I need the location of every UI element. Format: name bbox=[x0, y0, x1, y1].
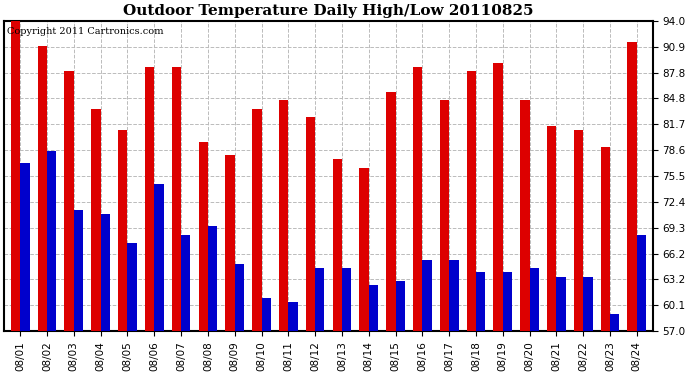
Bar bbox=[172, 67, 181, 331]
Bar bbox=[155, 184, 164, 331]
Bar bbox=[47, 151, 57, 331]
Bar bbox=[529, 268, 539, 331]
Bar bbox=[128, 243, 137, 331]
Bar bbox=[583, 277, 593, 331]
Bar bbox=[181, 235, 190, 331]
Bar bbox=[315, 268, 324, 331]
Bar bbox=[574, 130, 583, 331]
Bar bbox=[145, 67, 155, 331]
Text: Copyright 2011 Cartronics.com: Copyright 2011 Cartronics.com bbox=[8, 27, 164, 36]
Bar bbox=[422, 260, 432, 331]
Bar bbox=[118, 130, 128, 331]
Bar bbox=[476, 273, 485, 331]
Bar bbox=[226, 155, 235, 331]
Bar bbox=[556, 277, 566, 331]
Bar bbox=[64, 71, 74, 331]
Bar bbox=[503, 273, 512, 331]
Bar bbox=[262, 298, 271, 331]
Bar bbox=[279, 100, 288, 331]
Bar bbox=[413, 67, 422, 331]
Bar bbox=[600, 147, 610, 331]
Bar bbox=[637, 235, 646, 331]
Bar bbox=[74, 210, 83, 331]
Bar bbox=[91, 109, 101, 331]
Bar bbox=[466, 71, 476, 331]
Bar bbox=[627, 42, 637, 331]
Bar bbox=[235, 264, 244, 331]
Bar bbox=[306, 117, 315, 331]
Bar bbox=[11, 21, 20, 331]
Bar bbox=[547, 126, 556, 331]
Bar bbox=[38, 46, 47, 331]
Bar bbox=[359, 168, 368, 331]
Bar bbox=[368, 285, 378, 331]
Title: Outdoor Temperature Daily High/Low 20110825: Outdoor Temperature Daily High/Low 20110… bbox=[124, 4, 534, 18]
Bar bbox=[395, 281, 405, 331]
Bar bbox=[199, 142, 208, 331]
Bar bbox=[342, 268, 351, 331]
Bar bbox=[333, 159, 342, 331]
Bar bbox=[610, 315, 620, 331]
Bar bbox=[101, 214, 110, 331]
Bar bbox=[252, 109, 262, 331]
Bar bbox=[20, 164, 30, 331]
Bar bbox=[449, 260, 459, 331]
Bar bbox=[288, 302, 297, 331]
Bar bbox=[440, 100, 449, 331]
Bar bbox=[520, 100, 529, 331]
Bar bbox=[493, 63, 503, 331]
Bar bbox=[386, 92, 395, 331]
Bar bbox=[208, 226, 217, 331]
